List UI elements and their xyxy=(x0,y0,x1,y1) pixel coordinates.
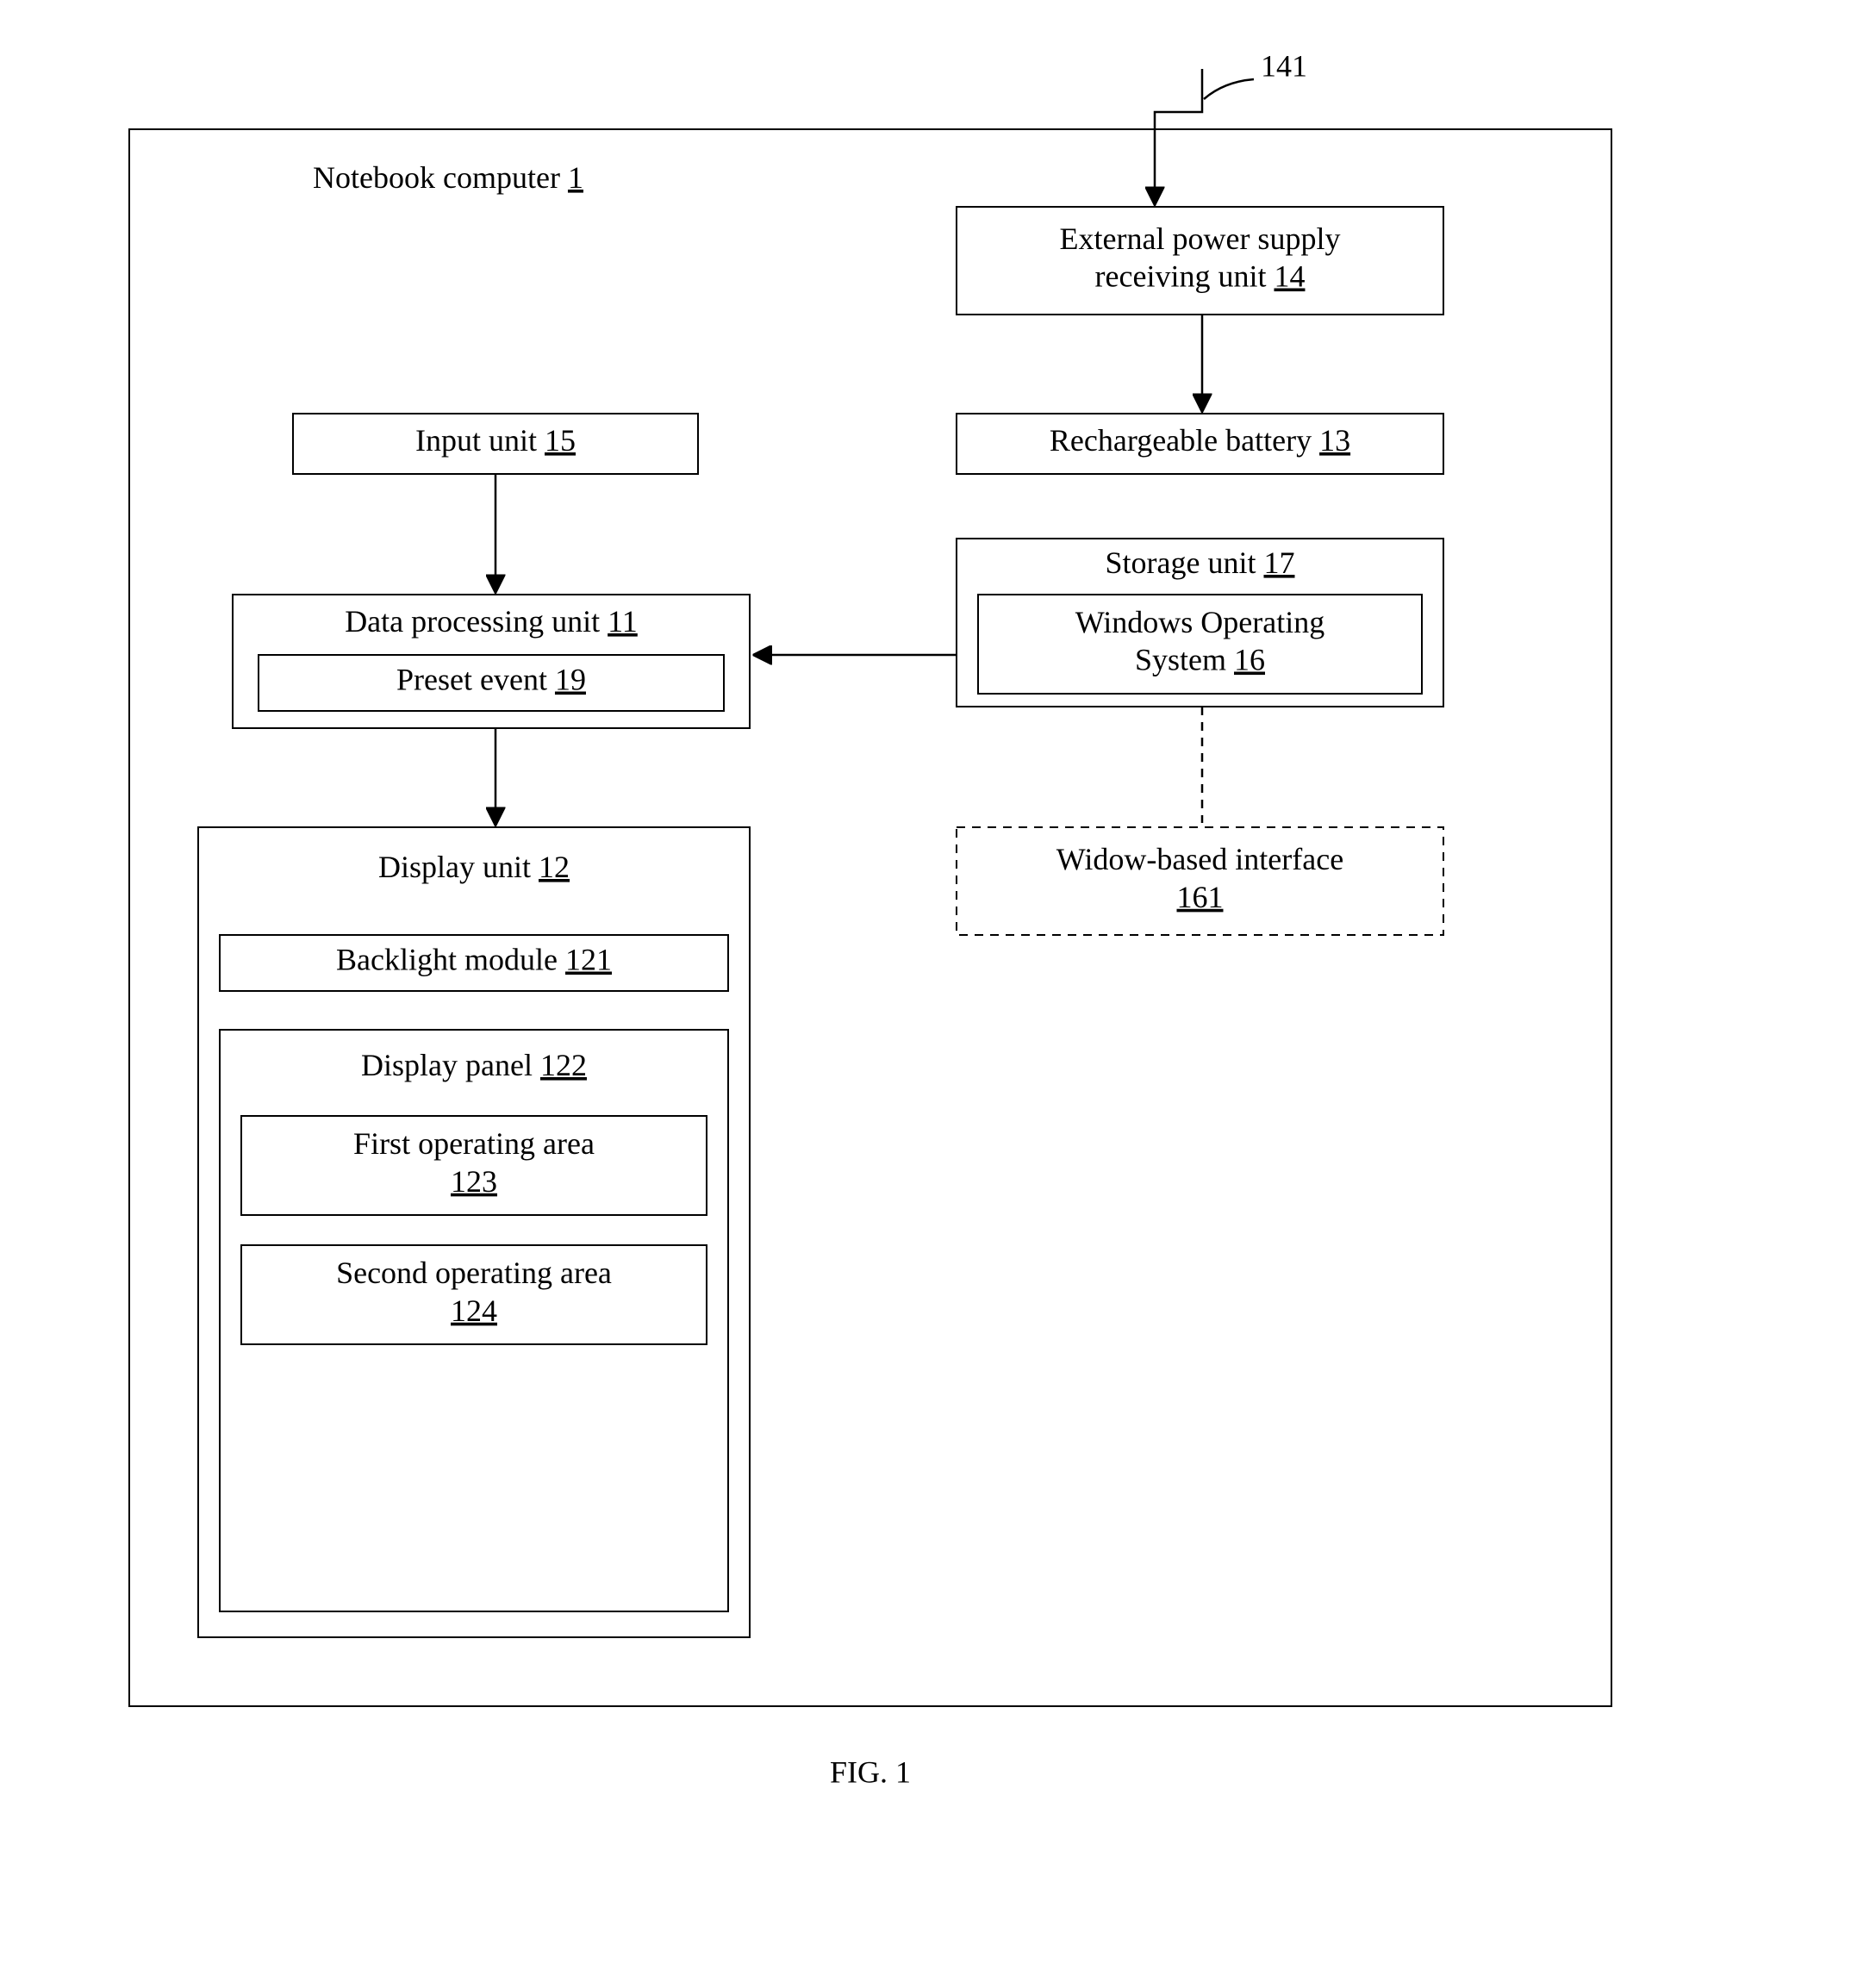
box-backlight-label: Backlight module 121 xyxy=(336,943,612,977)
box-input-label: Input unit 15 xyxy=(415,423,576,458)
box-widow-interface-ref: 161 xyxy=(1177,880,1224,914)
figure-label: FIG. 1 xyxy=(830,1754,911,1789)
box-storage-label: Storage unit 17 xyxy=(1106,545,1295,580)
box-second-operating-area-l1: Second operating area xyxy=(336,1256,612,1290)
box-display-panel-label: Display panel 122 xyxy=(361,1048,587,1082)
box-second-operating-area-ref: 124 xyxy=(451,1293,497,1328)
box-display-label: Display unit 12 xyxy=(378,850,570,884)
box-eps-l2: receiving unit 14 xyxy=(1095,259,1306,294)
box-preset-event-label: Preset event 19 xyxy=(396,663,586,697)
box-first-operating-area-ref: 123 xyxy=(451,1164,497,1199)
box-first-operating-area-l1: First operating area xyxy=(353,1126,595,1161)
box-windows-os-l1: Windows Operating xyxy=(1075,605,1325,639)
ref-141-hook xyxy=(1204,79,1254,99)
box-windows-os-l2: System 16 xyxy=(1135,643,1265,677)
container-label: Notebook computer 1 xyxy=(313,160,583,195)
box-widow-interface-l1: Widow-based interface xyxy=(1056,842,1343,876)
box-dpu-label: Data processing unit 11 xyxy=(345,604,638,639)
external-ref-141: 141 xyxy=(1261,48,1307,83)
box-battery-label: Rechargeable battery 13 xyxy=(1050,423,1350,458)
box-eps-l1: External power supply xyxy=(1060,221,1341,256)
